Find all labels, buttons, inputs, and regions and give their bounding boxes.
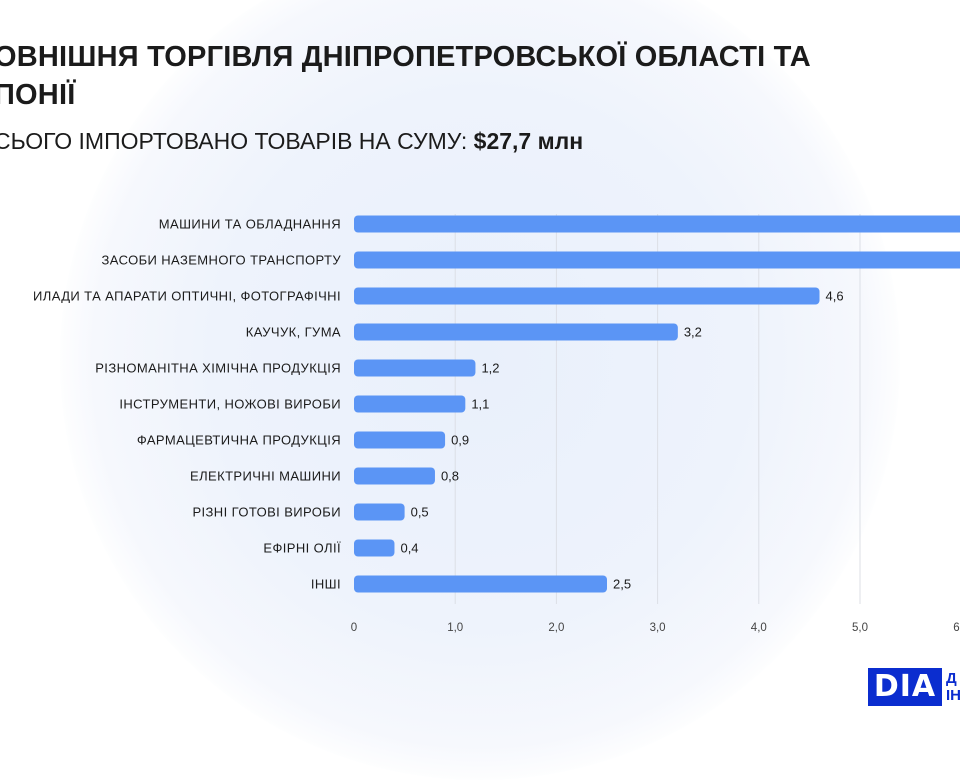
bars	[354, 215, 960, 593]
dia-logo-line-2: ІН	[946, 687, 960, 704]
x-tick-label: 4,0	[751, 622, 767, 634]
x-tick-label: 1,0	[447, 622, 463, 634]
background-glow	[60, 0, 900, 780]
category-label: ФАРМАЦЕВТИЧНА ПРОДУКЦІЯ	[137, 433, 341, 448]
bar	[354, 431, 446, 449]
page-title: ОВНІШНЯ ТОРГІВЛЯ ДНІПРОПЕТРОВСЬКОЇ ОБЛАС…	[0, 41, 811, 111]
bar	[354, 503, 405, 521]
bar	[354, 323, 678, 341]
bar	[354, 215, 960, 233]
x-tick-label: 0	[351, 622, 357, 634]
bar	[354, 539, 395, 557]
bar	[354, 395, 466, 413]
value-label: 2,5	[613, 577, 631, 592]
x-axis-ticks: 0 1,0 2,0 3,0 4,0 5,0 6,0	[351, 622, 960, 634]
bar	[354, 467, 435, 485]
value-label: 0,5	[411, 505, 429, 520]
x-tick-label: 3,0	[650, 622, 666, 634]
category-label: ІНШІ	[311, 577, 341, 592]
value-label: 4,6	[826, 289, 844, 304]
category-label: РІЗНІ ГОТОВІ ВИРОБИ	[192, 505, 341, 520]
category-label: ЕФІРНІ ОЛІЇ	[263, 541, 341, 556]
import-summary-label: СЬОГО ІМПОРТОВАНО ТОВАРІВ НА СУМУ:	[0, 128, 474, 154]
x-tick-label: 6,0	[953, 622, 960, 634]
category-label: РІЗНОМАНІТНА ХІМІЧНА ПРОДУКЦІЯ	[95, 361, 341, 376]
dia-logo: DIA Д ІН	[868, 668, 960, 708]
category-label: ИЛАДИ ТА АПАРАТИ ОПТИЧНІ, ФОТОГРАФІЧНІ	[33, 289, 341, 304]
value-label: 0,4	[400, 541, 418, 556]
category-label: ІНСТРУМЕНТИ, НОЖОВІ ВИРОБИ	[119, 397, 341, 412]
bar	[354, 359, 476, 377]
bar	[354, 251, 960, 269]
x-tick-label: 2,0	[548, 622, 564, 634]
value-label: 0,9	[451, 433, 469, 448]
dia-logo-line-1: Д	[946, 670, 957, 687]
category-label: МАШИНИ ТА ОБЛАДНАННЯ	[159, 217, 341, 232]
import-summary-amount: $27,7 млн	[473, 128, 584, 154]
category-labels: МАШИНИ ТА ОБЛАДНАННЯ ЗАСОБИ НАЗЕМНОГО ТРА…	[33, 217, 341, 592]
value-label: 3,2	[684, 325, 702, 340]
value-label: 1,1	[471, 397, 489, 412]
category-label: КАУЧУК, ГУМА	[246, 325, 341, 340]
import-bar-chart: МАШИНИ ТА ОБЛАДНАННЯ ЗАСОБИ НАЗЕМНОГО ТРА…	[33, 214, 960, 634]
category-label: ЗАСОБИ НАЗЕМНОГО ТРАНСПОРТУ	[102, 253, 342, 268]
import-summary: СЬОГО ІМПОРТОВАНО ТОВАРІВ НА СУМУ: $27,7…	[0, 126, 583, 156]
value-label: 1,2	[481, 361, 499, 376]
x-tick-label: 5,0	[852, 622, 868, 634]
dia-logo-mark: DIA	[868, 668, 942, 706]
value-label: 0,8	[441, 469, 459, 484]
bar	[354, 287, 820, 305]
bar	[354, 575, 607, 593]
value-labels: 4,6 3,2 1,2 1,1 0,9 0,8 0,5 0,4 2,5	[400, 289, 843, 592]
category-label: ЕЛЕКТРИЧНІ МАШИНИ	[190, 469, 341, 484]
grid-lines	[454, 214, 861, 604]
dia-logo-text: Д ІН	[946, 670, 960, 704]
